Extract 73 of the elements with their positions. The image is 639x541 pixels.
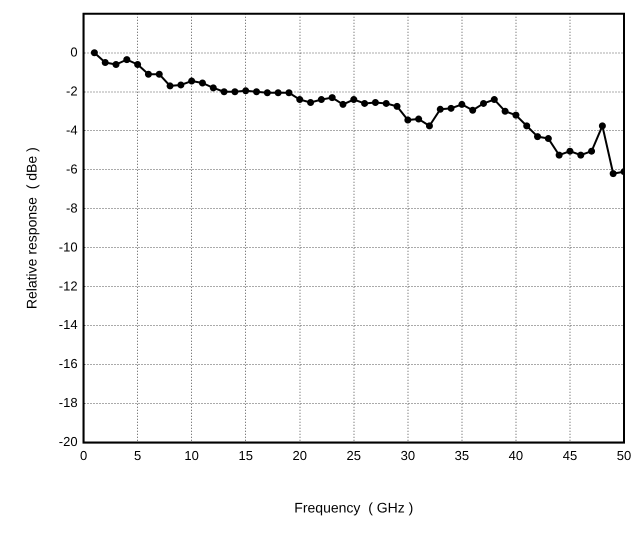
point: [469, 106, 476, 114]
point: [512, 112, 520, 119]
point: [220, 88, 228, 96]
x-tick-label: 50: [616, 448, 632, 463]
point: [415, 116, 422, 123]
point: [361, 100, 368, 107]
x-tick-label: 20: [292, 448, 307, 463]
x-tick-label: 0: [80, 448, 88, 463]
point: [502, 108, 509, 115]
point: [198, 79, 206, 86]
point: [264, 89, 271, 96]
point: [556, 152, 563, 159]
point: [490, 96, 498, 104]
y-tick-label: 0: [70, 44, 78, 60]
y-tick-label: -4: [66, 122, 78, 138]
point: [566, 148, 574, 155]
x-tick-label: 35: [454, 448, 470, 463]
point: [90, 49, 98, 56]
point: [328, 94, 336, 102]
point: [102, 59, 109, 66]
point: [404, 116, 412, 124]
y-tick-label: -16: [58, 356, 78, 372]
point: [210, 84, 217, 92]
point: [166, 82, 174, 90]
point: [123, 56, 130, 64]
y-tick-label: -18: [58, 395, 78, 410]
point: [523, 122, 530, 130]
y-tick-label: -2: [66, 83, 78, 98]
point: [610, 170, 617, 178]
y-axis-title: Relative response ( dBe ): [23, 147, 40, 310]
point: [177, 81, 184, 88]
x-tick-label: 30: [400, 448, 416, 463]
x-axis-title: Frequency ( GHz ): [294, 499, 414, 516]
point: [285, 89, 292, 96]
point: [253, 88, 260, 96]
point: [134, 60, 142, 68]
point: [339, 100, 346, 108]
point: [534, 133, 542, 140]
point: [588, 148, 596, 155]
point: [577, 152, 584, 159]
point: [426, 122, 433, 130]
x-tick-label: 25: [346, 448, 362, 463]
y-tick-label: -12: [58, 278, 78, 294]
point: [242, 87, 250, 94]
x-tick-label: 10: [184, 448, 199, 463]
x-tick-label: 5: [134, 448, 142, 463]
point: [274, 89, 282, 96]
point: [350, 96, 358, 104]
point: [144, 70, 152, 78]
point: [307, 98, 314, 106]
point: [296, 96, 304, 104]
point: [436, 106, 444, 113]
x-tick-label: 15: [238, 448, 253, 463]
point: [156, 70, 163, 78]
y-tick-label: -6: [66, 161, 78, 176]
x-tick-label: 45: [562, 448, 578, 463]
point: [448, 104, 455, 112]
point: [480, 100, 487, 107]
x-tick-label: 40: [508, 448, 524, 463]
y-tick-label: -20: [58, 434, 78, 450]
point: [394, 102, 401, 110]
point: [372, 98, 379, 106]
y-tick-label: -10: [58, 239, 78, 254]
y-tick-label: -14: [58, 317, 78, 332]
point: [544, 135, 552, 142]
point: [231, 88, 238, 96]
point: [598, 122, 606, 130]
y-tick-label: -8: [66, 200, 78, 216]
point: [458, 100, 466, 108]
point: [318, 96, 325, 104]
point: [188, 78, 196, 85]
point: [382, 100, 390, 107]
point: [112, 60, 120, 68]
